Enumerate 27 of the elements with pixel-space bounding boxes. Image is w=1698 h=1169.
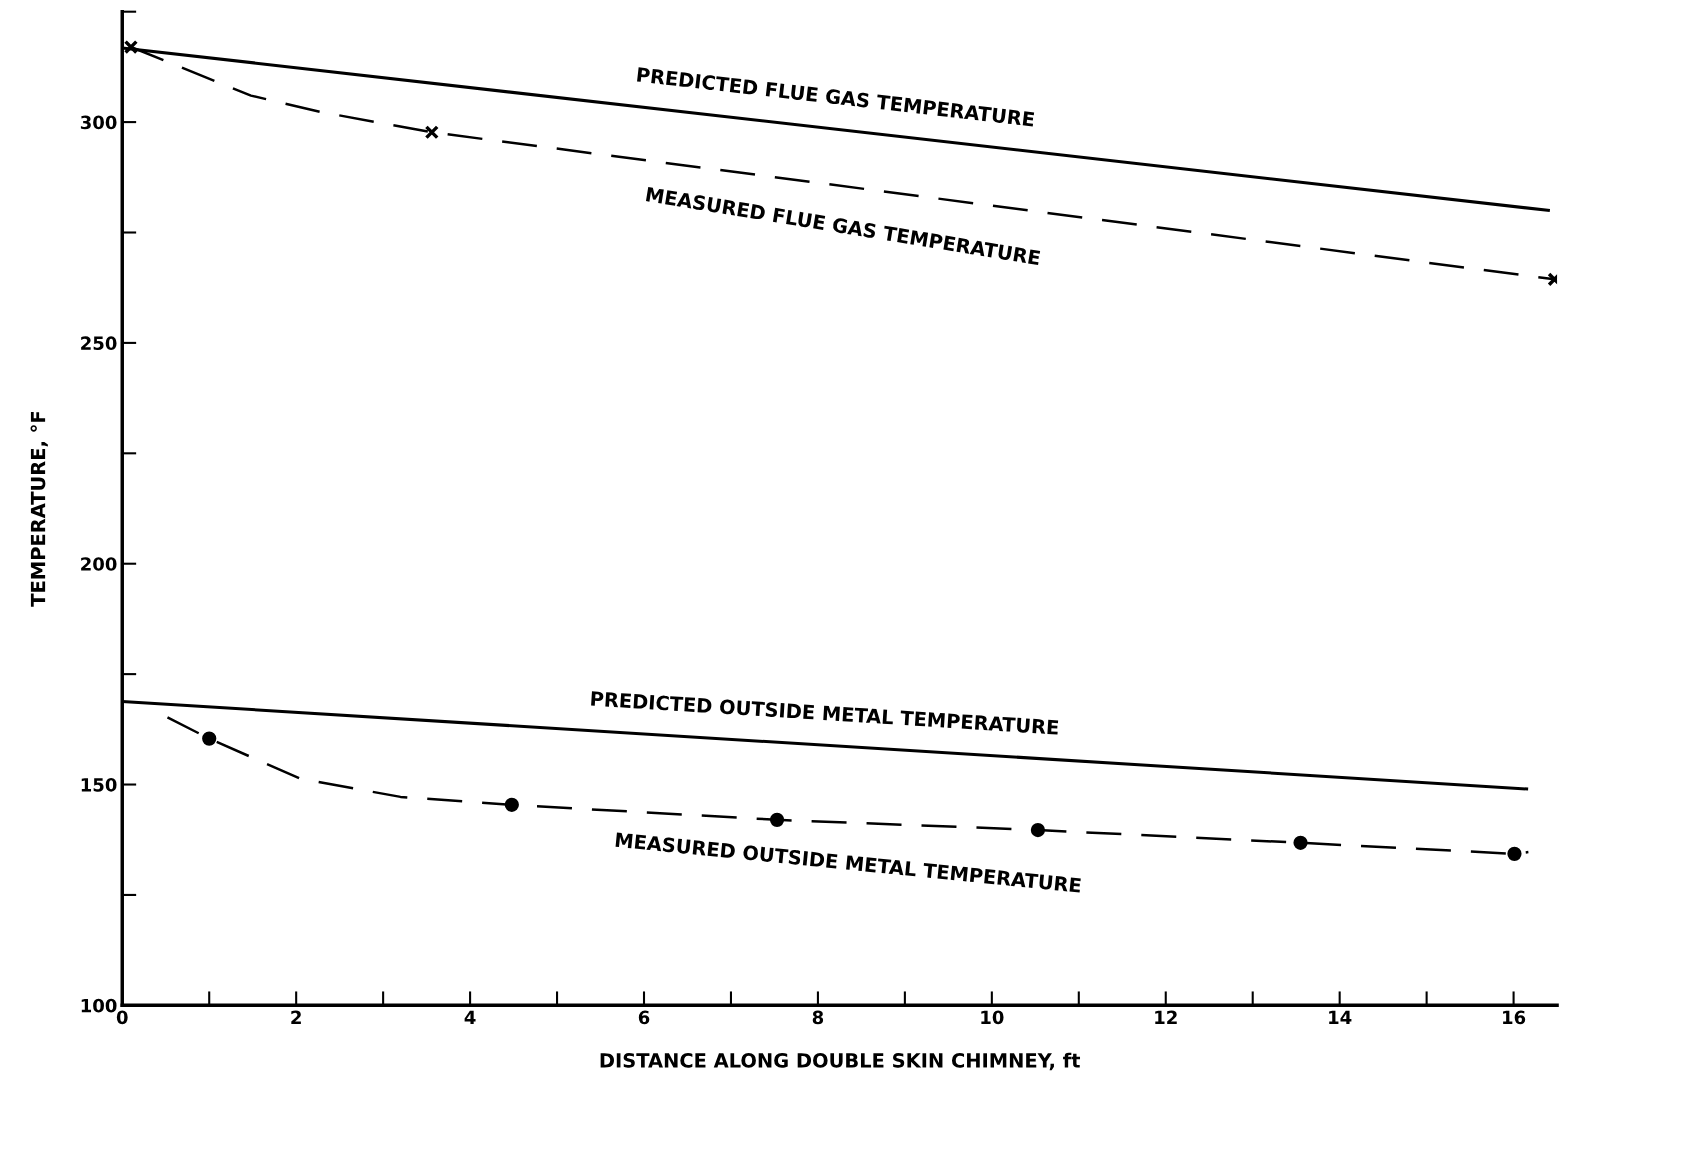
x-tick-label: 14 [1329,1010,1352,1024]
point [202,731,217,746]
y-tick-label: 100 [81,998,117,1013]
y-tick-label: 250 [81,336,117,351]
x-tick-label: 4 [464,1010,476,1024]
y-tick-label: 300 [80,115,117,130]
y-tick-label: 200 [81,557,117,571]
x-tick-label: 10 [981,1010,1004,1025]
x-tick-label: 0 [116,1010,128,1025]
text: PREDICTED FLUE GAS TEMPERATURE [637,67,1035,127]
point [123,39,139,55]
y-tick-label: 150 [81,777,117,792]
x-tick-label: 2 [291,1010,301,1024]
y-axis-title: TEMPERATURE, °F [30,411,48,607]
point [504,797,519,812]
series-label: PREDICTED OUTSIDE METAL TEMPERATURE [591,691,1059,735]
x-tick-label: 12 [1155,1010,1177,1024]
x-tick-label: 16 [1503,1010,1526,1025]
x-tick-label: 6 [638,1010,650,1025]
point [424,125,439,140]
x-axis-title: DISTANCE ALONG DOUBLE SKIN CHIMNEY, ft [600,1052,1081,1071]
text: MEASURED OUTSIDE METAL TEMPERATURE [615,832,1081,893]
x-tick-label: 8 [812,1010,824,1025]
point [769,812,785,827]
point [1293,835,1308,850]
point [1507,846,1522,861]
point [1030,822,1046,838]
